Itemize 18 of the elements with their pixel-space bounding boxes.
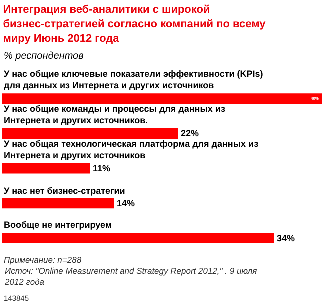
bar [2,233,274,244]
bar [2,163,90,174]
y-tick-label: Вообще не интегрируем [4,220,112,230]
bar [2,94,322,104]
y-tick-label: У нас общая технологическая платформа для данных из Интернета и других источников [4,139,260,161]
chart-subtitle: % респондентов [4,51,84,62]
bar [2,128,178,139]
y-tick-label: У нас общие команды и процессы для данных из Интернета и других источников. [4,104,226,126]
chart-title: Интеграция веб-аналитики с широкой бизнес-стратегией согласно компаний по всему миру Июнь 2012 года [3,4,267,45]
data-label: 14% [117,198,136,208]
data-label: 22% [181,128,200,139]
y-tick-label: У нас нет бизнес-стратегии [4,186,126,196]
text: Источ: "Online Measurement and Strategy Report 2012," . 9 июля 2012 года [4,266,258,288]
data-label: 34% [277,233,296,244]
y-tick-label: У нас общие ключевые показатели эффективности (KPIs) для данных из Интернета и других источников [4,69,264,91]
data-label: 11% [93,164,111,174]
annotation: Примечание: n=288 [4,255,82,265]
bar [2,198,114,209]
